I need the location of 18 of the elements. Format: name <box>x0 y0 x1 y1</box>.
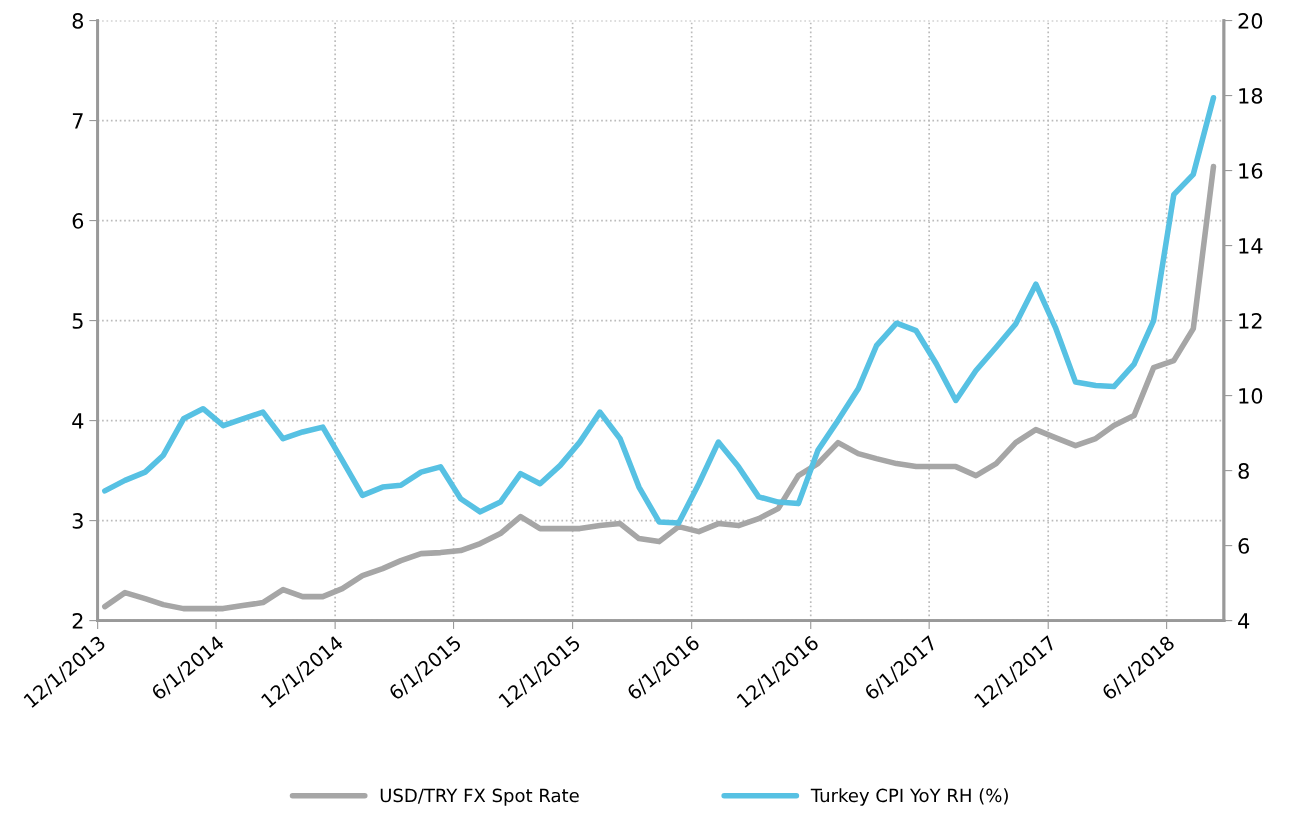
y2-tick-label: 16 <box>1239 163 1263 179</box>
y-tick-label: 2 <box>72 613 83 629</box>
y-tick-label: 7 <box>72 113 83 129</box>
y-tick-label: 4 <box>72 413 84 429</box>
y2-tick-label: 18 <box>1239 88 1263 104</box>
y2-tick-label: 10 <box>1239 388 1263 404</box>
y-tick-label: 5 <box>72 313 83 329</box>
y2-tick-label: 20 <box>1238 13 1263 29</box>
y-tick-label: 6 <box>72 213 84 229</box>
y2-tick-label: 14 <box>1239 238 1263 254</box>
y2-tick-label: 12 <box>1239 313 1262 329</box>
y-tick-label: 3 <box>72 513 83 529</box>
legend-label: USD/TRY FX Spot Rate <box>380 788 579 806</box>
y2-tick-label: 4 <box>1238 613 1250 629</box>
y2-tick-label: 8 <box>1238 463 1249 479</box>
legend-label: Turkey CPI YoY RH (%) <box>810 788 1008 806</box>
y2-tick-label: 6 <box>1238 538 1250 554</box>
y-tick-label: 8 <box>72 13 84 29</box>
